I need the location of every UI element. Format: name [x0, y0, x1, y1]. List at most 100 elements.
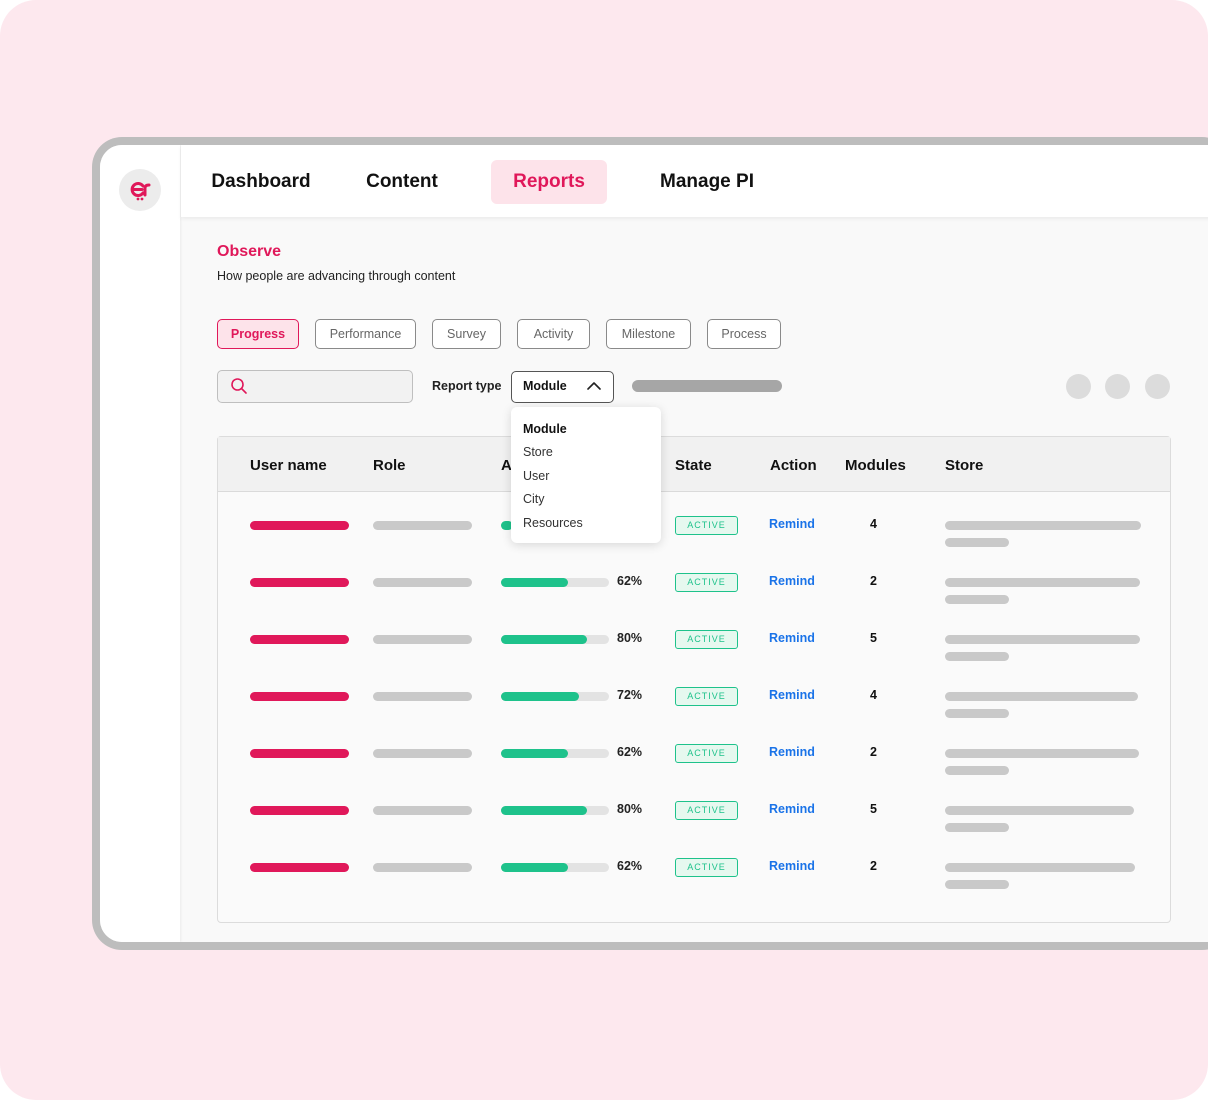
store-placeholder-secondary [945, 823, 1009, 832]
sidebar [100, 145, 180, 942]
remind-link[interactable]: Remind [769, 802, 815, 816]
toolbar-dot-3[interactable] [1145, 374, 1170, 399]
nav-dashboard[interactable]: Dashboard [211, 171, 311, 192]
table-row[interactable]: 62% ACTIVE Remind 2 [218, 744, 1170, 789]
progress-bar-fill [501, 806, 588, 815]
progress-bar [501, 635, 609, 644]
chevron-up-icon [587, 382, 601, 390]
table-row[interactable]: 80% ACTIVE Remind 5 [218, 801, 1170, 846]
nav-content[interactable]: Content [366, 171, 438, 192]
user-name-placeholder [250, 863, 349, 872]
store-placeholder [945, 578, 1140, 587]
role-placeholder [373, 749, 472, 758]
logo-mark-icon [130, 182, 151, 201]
remind-link[interactable]: Remind [769, 631, 815, 645]
store-placeholder [945, 806, 1134, 815]
store-placeholder-secondary [945, 709, 1009, 718]
store-placeholder-secondary [945, 766, 1009, 775]
dropdown-option-city[interactable]: City [523, 492, 545, 506]
remind-link[interactable]: Remind [769, 574, 815, 588]
tab-survey[interactable]: Survey [432, 319, 501, 349]
nav-reports[interactable]: Reports [491, 160, 607, 204]
nav-manage-pi[interactable]: Manage PI [660, 171, 754, 192]
progress-percent: 80% [617, 802, 643, 816]
user-name-placeholder [250, 521, 349, 530]
dropdown-option-store[interactable]: Store [523, 445, 553, 459]
modules-count: 5 [870, 802, 877, 816]
status-badge: ACTIVE [675, 630, 738, 649]
user-name-placeholder [250, 635, 349, 644]
search-input[interactable] [217, 370, 413, 403]
store-placeholder [945, 692, 1138, 701]
col-user-name[interactable]: User name [250, 457, 327, 474]
app-logo[interactable] [119, 169, 161, 211]
progress-bar [501, 863, 609, 872]
table-row[interactable]: 80% ACTIVE Remind 5 [218, 630, 1170, 675]
status-badge: ACTIVE [675, 687, 738, 706]
col-role[interactable]: Role [373, 457, 406, 474]
role-placeholder [373, 863, 472, 872]
role-placeholder [373, 578, 472, 587]
user-name-placeholder [250, 578, 349, 587]
role-placeholder [373, 635, 472, 644]
progress-bar-fill [501, 578, 568, 587]
remind-link[interactable]: Remind [769, 859, 815, 873]
store-placeholder [945, 635, 1140, 644]
tab-activity[interactable]: Activity [517, 319, 590, 349]
modules-count: 2 [870, 574, 877, 588]
modules-count: 4 [870, 688, 877, 702]
progress-bar-fill [501, 749, 568, 758]
table-row[interactable]: 72% ACTIVE Remind 4 [218, 687, 1170, 732]
progress-table: User name Role A State Action Modules St… [217, 436, 1171, 923]
col-state[interactable]: State [675, 457, 712, 474]
store-placeholder-secondary [945, 538, 1009, 547]
dropdown-option-resources[interactable]: Resources [523, 516, 583, 530]
placeholder-bar [632, 380, 782, 392]
col-progress[interactable]: A [501, 457, 512, 474]
table-row[interactable]: ACTIVE Remind 4 [218, 516, 1170, 561]
report-type-value: Module [523, 379, 567, 393]
report-type-select[interactable]: Module [511, 371, 614, 403]
status-badge: ACTIVE [675, 573, 738, 592]
page-title: Observe [217, 243, 282, 260]
toolbar-dot-1[interactable] [1066, 374, 1091, 399]
remind-link[interactable]: Remind [769, 517, 815, 531]
progress-percent: 62% [617, 745, 643, 759]
toolbar-dot-2[interactable] [1105, 374, 1130, 399]
app-screen: Dashboard Content Reports Manage PI Obse… [100, 145, 1208, 942]
role-placeholder [373, 521, 472, 530]
progress-bar [501, 578, 609, 587]
progress-bar-fill [501, 863, 568, 872]
top-navigation: Dashboard Content Reports Manage PI [181, 145, 1208, 217]
progress-percent: 62% [617, 574, 643, 588]
progress-percent: 62% [617, 859, 643, 873]
dropdown-option-user[interactable]: User [523, 469, 550, 483]
tab-process[interactable]: Process [707, 319, 781, 349]
remind-link[interactable]: Remind [769, 688, 815, 702]
col-store[interactable]: Store [945, 457, 984, 474]
store-placeholder-secondary [945, 595, 1009, 604]
role-placeholder [373, 806, 472, 815]
user-name-placeholder [250, 806, 349, 815]
progress-bar-fill [501, 692, 579, 701]
user-name-placeholder [250, 692, 349, 701]
user-name-placeholder [250, 749, 349, 758]
report-type-dropdown: Module Store User City Resources [511, 407, 661, 543]
modules-count: 2 [870, 859, 877, 873]
report-type-label: Report type [432, 379, 502, 393]
search-icon [231, 378, 247, 394]
store-placeholder [945, 521, 1141, 530]
page-subtitle: How people are advancing through content [217, 269, 456, 283]
tab-milestone[interactable]: Milestone [606, 319, 691, 349]
dropdown-option-module[interactable]: Module [523, 422, 567, 436]
tab-performance[interactable]: Performance [315, 319, 416, 349]
table-row[interactable]: 62% ACTIVE Remind 2 [218, 573, 1170, 618]
table-row[interactable]: 62% ACTIVE Remind 2 [218, 858, 1170, 903]
col-modules[interactable]: Modules [845, 457, 906, 474]
status-badge: ACTIVE [675, 744, 738, 763]
col-action[interactable]: Action [770, 457, 817, 474]
tab-progress[interactable]: Progress [217, 319, 299, 349]
remind-link[interactable]: Remind [769, 745, 815, 759]
modules-count: 5 [870, 631, 877, 645]
status-badge: ACTIVE [675, 516, 738, 535]
